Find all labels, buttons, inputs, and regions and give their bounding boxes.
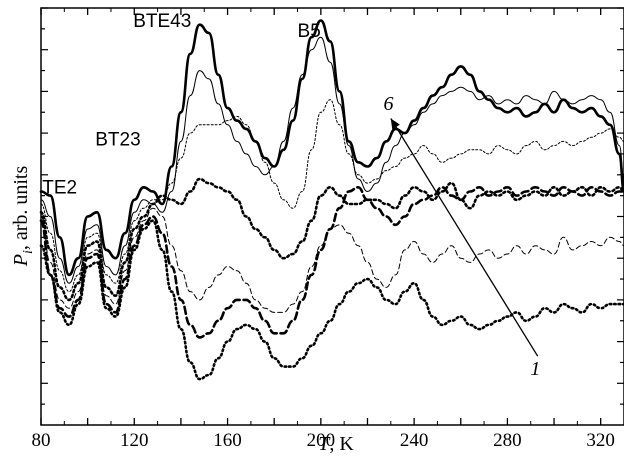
x-tick-label: 240 [400, 430, 429, 451]
arrow-head [390, 118, 400, 130]
x-tick-labels: 80 120 160 200 240 280 320 [32, 430, 615, 451]
arrow-group [390, 118, 539, 357]
axis-ticks [40, 7, 624, 425]
peak-label: BT23 [95, 130, 140, 151]
annotations: TE2 BT23 BTE43 B5 6 1 [42, 11, 540, 380]
x-tick-label: 280 [493, 430, 522, 451]
series-line-4 [39, 177, 624, 302]
x-tick-label: 160 [213, 430, 242, 451]
peak-label: TE2 [42, 178, 77, 199]
series-line-1 [39, 19, 624, 277]
x-tick-label: 80 [32, 430, 51, 451]
peak-label: BTE43 [133, 11, 191, 32]
y-axis-label: Pi, arb. units [10, 166, 36, 268]
peak-label: B5 [298, 21, 321, 42]
series-line-7 [39, 219, 624, 381]
x-tick-label: 200 [307, 430, 336, 451]
series-line-2 [40, 36, 624, 284]
x-tick-label: 320 [586, 430, 615, 451]
series-line-5 [40, 207, 624, 313]
x-tick-label: 120 [120, 430, 149, 451]
x-axis-label: T, K [318, 433, 354, 455]
series-line-3 [40, 99, 624, 293]
series-line-6 [39, 185, 624, 339]
series-group [39, 19, 624, 381]
curve-number-label: 6 [383, 93, 393, 115]
arrow-line [390, 118, 539, 357]
curve-number-label: 1 [530, 358, 540, 380]
